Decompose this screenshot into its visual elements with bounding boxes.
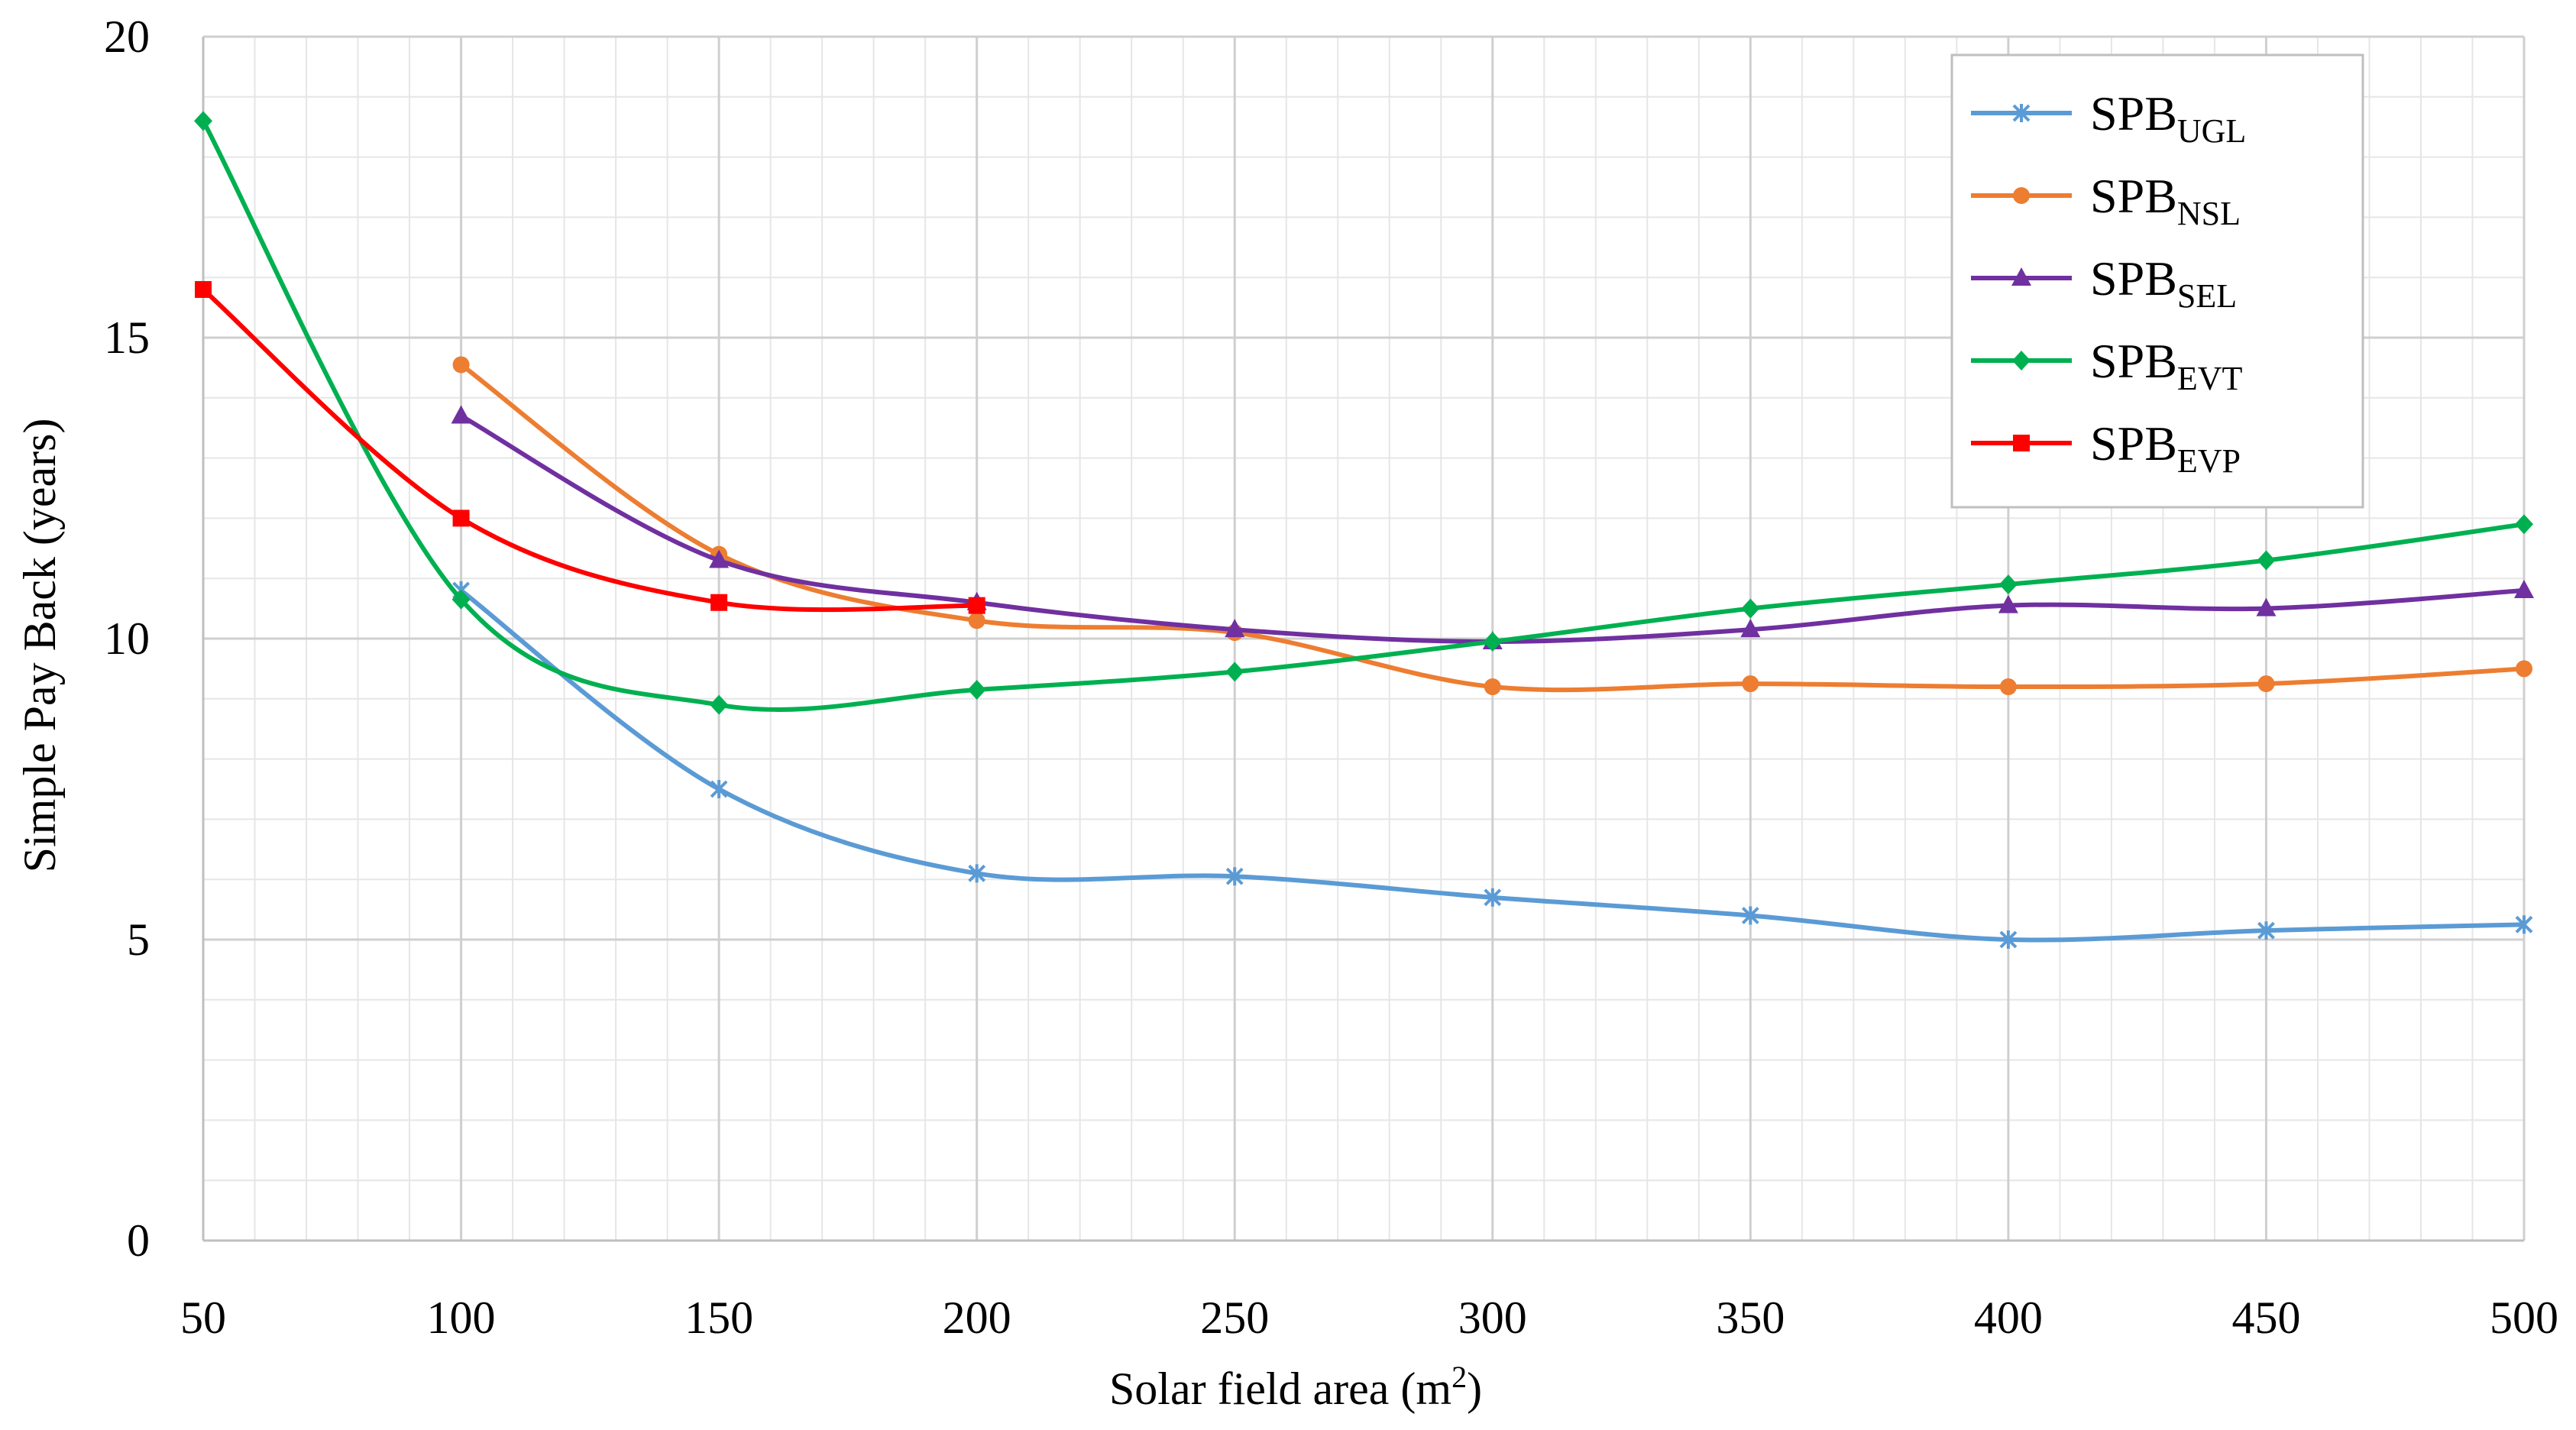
x-tick-label: 500: [2490, 1292, 2558, 1343]
series-line-evt: [201, 119, 2525, 712]
legend-item-evp: SPBEVP: [1971, 416, 2241, 480]
data-point-sel: [2514, 579, 2534, 598]
data-point-evp: [195, 280, 212, 298]
data-point-nsl: [1742, 675, 1759, 693]
data-point-evt: [1483, 631, 1502, 652]
y-tick-label: 5: [127, 914, 150, 965]
x-tick-label: 300: [1458, 1292, 1527, 1343]
legend-label-evt: SPBEVT: [2090, 334, 2243, 397]
data-point-nsl: [452, 356, 470, 374]
legend-label-evp: SPBEVP: [2090, 416, 2241, 480]
data-point-ugl: [2257, 921, 2275, 940]
y-tick-label: 0: [127, 1215, 150, 1266]
legend-marker-ugl: [2012, 104, 2031, 122]
legend-marker-sel: [2011, 267, 2031, 286]
data-point-evt: [2257, 550, 2276, 571]
legend-label-ugl: SPBUGL: [2090, 86, 2246, 150]
data-point-evt: [2515, 514, 2533, 535]
data-point-evt: [967, 679, 986, 700]
data-point-ugl: [1741, 906, 1759, 925]
data-point-nsl: [1484, 678, 1501, 696]
series-line-evp: [202, 287, 977, 613]
data-point-sel: [451, 405, 471, 424]
tick-labels: 50 100 150 200 250 300 350 400 450 500 0 5 10 15 20: [104, 11, 2558, 1343]
y-axis-title: Simple Pay Back (years): [15, 419, 65, 873]
data-point-evt: [1741, 598, 1760, 619]
y-tick-label: 10: [104, 613, 150, 664]
x-axis-title: Solar field area (m2): [1109, 1360, 1482, 1414]
data-point-evt: [1225, 662, 1244, 682]
data-point-sel: [1225, 619, 1245, 638]
x-tick-label: 50: [180, 1292, 226, 1343]
series-layer: [194, 111, 2534, 949]
x-tick-label: 200: [943, 1292, 1011, 1343]
series-evt: [194, 111, 2533, 715]
x-tick-label: 100: [427, 1292, 496, 1343]
data-point-evt: [1998, 574, 2018, 595]
x-tick-label: 250: [1200, 1292, 1269, 1343]
legend-marker-evt: [2012, 351, 2031, 370]
data-point-sel: [709, 549, 730, 568]
legend: SPBUGL SPBNSL SPBSEL SPBEVT SPBEVP: [1950, 53, 2364, 509]
data-point-nsl: [2257, 675, 2275, 693]
data-point-ugl: [968, 864, 986, 883]
data-point-ugl: [1999, 930, 2018, 949]
axes: [202, 37, 2524, 1242]
data-point-ugl: [710, 780, 728, 798]
legend-item-nsl: SPBNSL: [1971, 169, 2241, 232]
legend-item-evt: SPBEVT: [1971, 334, 2243, 397]
data-point-evt: [451, 589, 471, 610]
data-point-ugl: [1484, 888, 1502, 907]
data-point-sel: [1740, 619, 1761, 638]
y-tick-label: 20: [104, 11, 150, 62]
data-point-evp: [968, 597, 985, 614]
data-point-sel: [2256, 597, 2277, 616]
data-point-ugl: [1225, 867, 1244, 886]
series-evp: [195, 280, 985, 614]
data-point-evt: [194, 111, 212, 131]
legend-label-sel: SPBSEL: [2090, 251, 2237, 315]
data-point-ugl: [2515, 915, 2533, 934]
data-point-evp: [452, 510, 470, 527]
x-tick-label: 400: [1974, 1292, 2043, 1343]
data-point-nsl: [2516, 660, 2532, 678]
data-point-nsl: [968, 612, 985, 629]
x-tick-label: 150: [684, 1292, 753, 1343]
legend-label-nsl: SPBNSL: [2090, 169, 2241, 232]
data-point-evp: [710, 594, 728, 611]
y-tick-label: 15: [104, 312, 150, 363]
data-point-sel: [1998, 594, 2018, 613]
x-tick-label: 350: [1716, 1292, 1785, 1343]
legend-marker-nsl: [2013, 187, 2030, 204]
legend-marker-evp: [2013, 435, 2030, 451]
legend-item-sel: SPBSEL: [1971, 251, 2237, 315]
data-point-evt: [710, 694, 729, 715]
x-tick-label: 450: [2231, 1292, 2300, 1343]
legend-item-ugl: SPBUGL: [1971, 86, 2246, 150]
data-point-nsl: [1999, 678, 2017, 696]
